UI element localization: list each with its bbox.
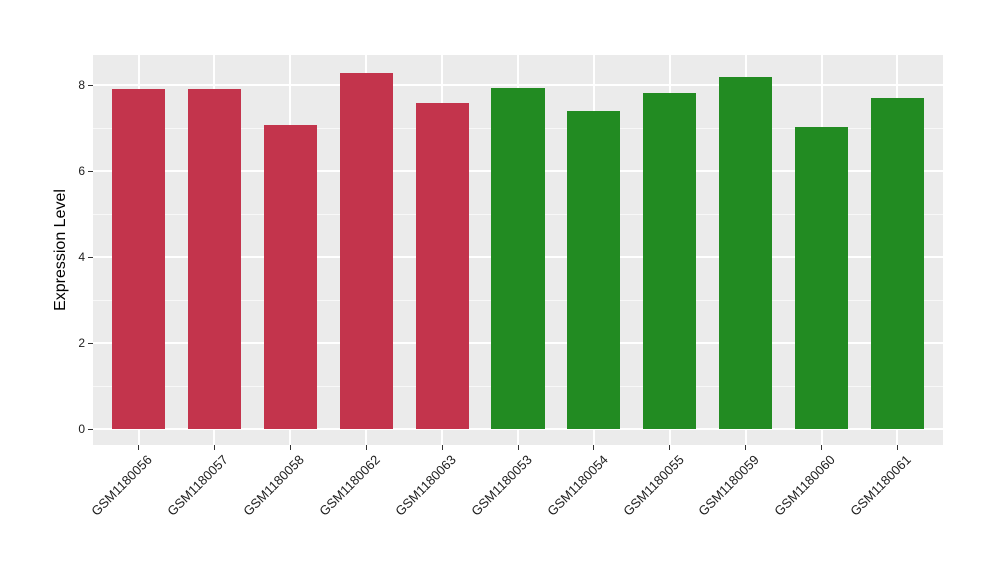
x-tick-label: GSM1180063 [392,452,459,519]
bar-GSM1180061 [870,98,925,430]
x-tick-label: GSM1180054 [543,452,611,519]
bar-GSM1180063 [415,103,469,430]
x-tick-label: GSM1180059 [695,452,763,519]
y-tick-mark [88,170,93,172]
y-tick-label: 0 [78,422,85,437]
x-tick-mark [213,445,215,450]
x-tick-mark [289,445,291,450]
bar-GSM1180062 [339,73,393,430]
bar-GSM1180053 [491,88,545,430]
x-tick-label: GSM1180058 [240,452,307,519]
x-tick-label: GSM1180053 [467,452,535,519]
x-tick-label: GSM1180056 [88,452,156,519]
y-tick-label: 2 [78,336,85,351]
y-tick-label: 6 [78,164,85,179]
x-tick-mark [138,445,140,450]
x-tick-mark [896,445,898,450]
x-tick-mark [669,445,671,450]
x-tick-mark [745,445,747,450]
x-tick-mark [517,445,519,450]
x-tick-mark [593,445,595,450]
bar-GSM1180056 [111,88,166,430]
x-tick-mark [821,445,823,450]
x-tick-label: GSM1180055 [619,452,687,519]
bar-GSM1180054 [567,110,621,430]
x-tick-label: GSM1180061 [847,452,915,519]
x-tick-label: GSM1180062 [316,452,383,519]
bar-GSM1180058 [263,125,317,430]
y-tick-label: 8 [78,78,85,93]
y-tick-mark [88,342,93,344]
y-tick-mark [88,428,93,430]
x-tick-mark [365,445,367,450]
bar-GSM1180057 [187,88,241,430]
y-tick-mark [88,84,93,86]
bar-GSM1180059 [719,77,773,430]
bar-GSM1180060 [795,127,849,430]
x-tick-label: GSM1180060 [771,452,839,519]
x-tick-mark [441,445,443,450]
bar-GSM1180055 [643,93,697,430]
y-tick-label: 4 [78,250,85,265]
y-tick-mark [88,256,93,258]
x-tick-label: GSM1180057 [164,452,232,519]
plot-panel [93,55,943,445]
